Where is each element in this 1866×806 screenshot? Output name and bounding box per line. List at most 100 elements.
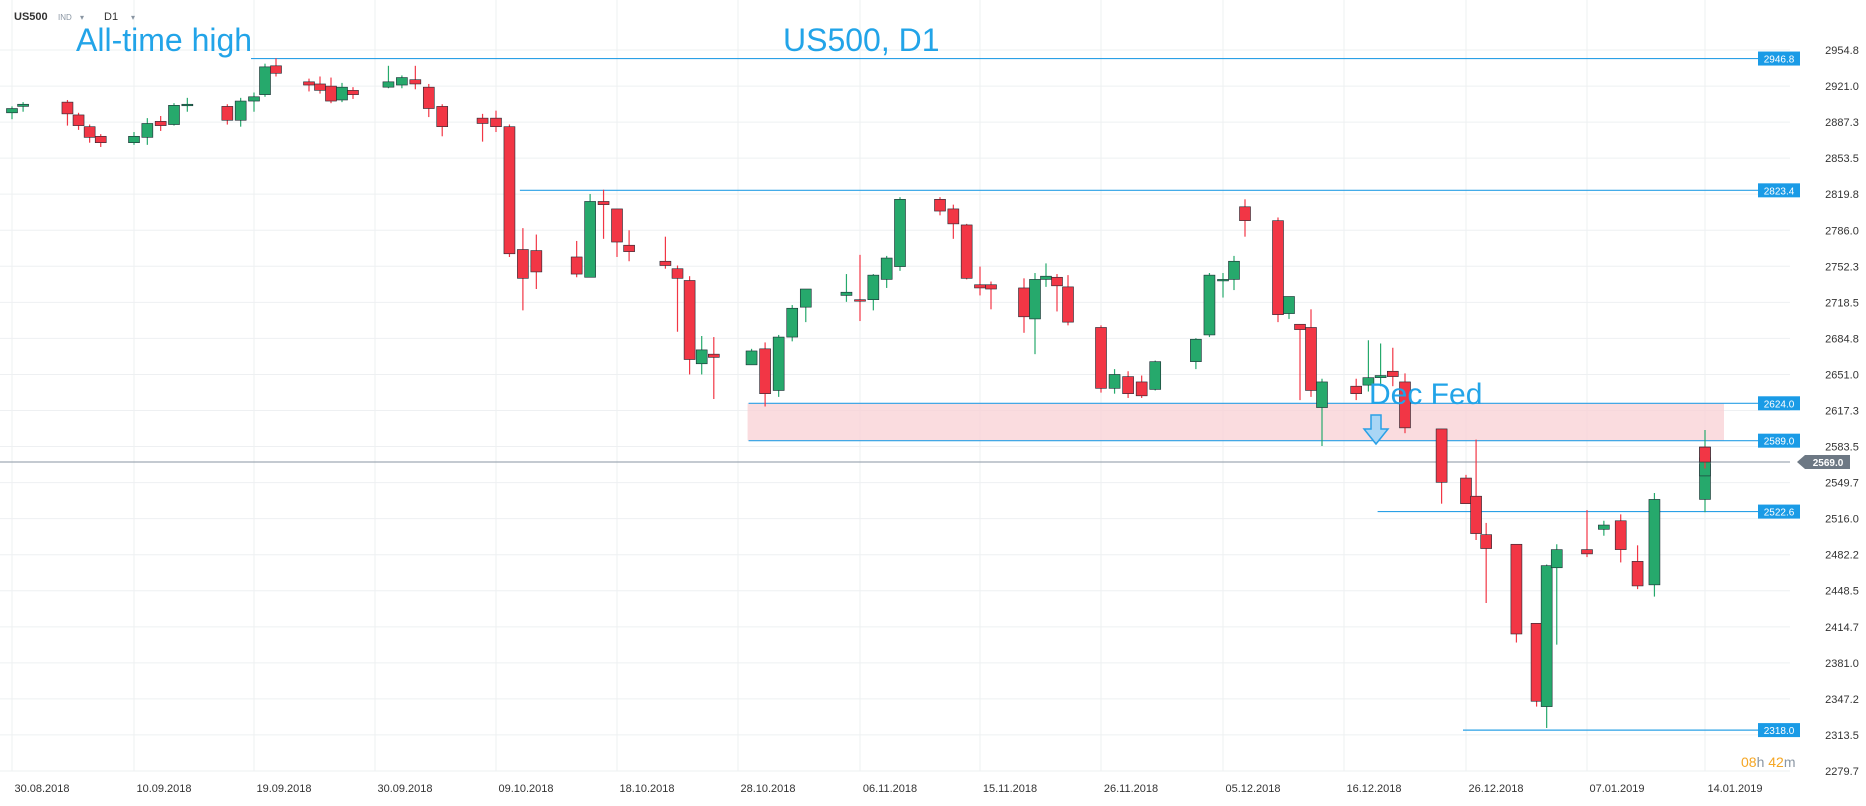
candle[interactable] (1062, 275, 1074, 326)
candle[interactable] (584, 193, 596, 278)
candle[interactable] (659, 236, 672, 269)
candle[interactable] (530, 234, 543, 290)
candle[interactable] (759, 342, 771, 407)
candle[interactable] (422, 83, 435, 118)
candle[interactable] (1294, 323, 1306, 401)
candle[interactable] (1239, 199, 1251, 237)
candle[interactable] (934, 197, 946, 216)
candle[interactable] (597, 189, 610, 239)
candle[interactable] (17, 102, 29, 112)
candle[interactable] (1108, 369, 1121, 394)
candle[interactable] (1470, 439, 1482, 540)
candle[interactable] (985, 281, 997, 310)
candle[interactable] (234, 97, 247, 127)
candle[interactable] (1540, 564, 1553, 728)
candle[interactable] (894, 197, 906, 271)
candle[interactable] (6, 106, 18, 120)
candle[interactable] (854, 254, 866, 322)
candle[interactable] (1095, 325, 1107, 393)
candle[interactable] (154, 116, 167, 131)
candle[interactable] (61, 99, 74, 126)
candles[interactable] (6, 58, 1711, 728)
candle[interactable] (314, 76, 326, 94)
candle[interactable] (476, 113, 489, 142)
candle[interactable] (1614, 514, 1627, 563)
symbol-label[interactable]: US500 (14, 11, 48, 23)
candle[interactable] (623, 230, 635, 262)
candle[interactable] (1510, 543, 1523, 643)
candle[interactable] (72, 112, 85, 130)
candle[interactable] (1135, 375, 1148, 398)
candle[interactable] (382, 65, 395, 89)
candle[interactable] (611, 208, 623, 257)
candle[interactable] (867, 274, 880, 311)
candle[interactable] (1217, 272, 1229, 298)
candle[interactable] (1316, 378, 1328, 447)
candle[interactable] (141, 118, 154, 145)
candle[interactable] (1283, 296, 1295, 319)
candle[interactable] (436, 104, 449, 137)
candle[interactable] (1122, 371, 1134, 398)
candle[interactable] (1530, 622, 1543, 707)
candle[interactable] (1203, 272, 1216, 338)
candle[interactable] (772, 334, 785, 397)
timeframe-label[interactable]: D1 (104, 11, 118, 23)
candle[interactable] (947, 204, 960, 239)
horizontal-levels[interactable]: 2946.8 2823.4 2624.0 2589.0 2522.6 2318.0 (251, 51, 1800, 738)
candle[interactable] (1387, 347, 1399, 387)
candle[interactable] (683, 276, 696, 375)
candle[interactable] (695, 336, 708, 375)
candle[interactable] (745, 348, 758, 366)
candle[interactable] (1190, 338, 1202, 370)
candle[interactable] (128, 132, 140, 145)
candle[interactable] (786, 305, 799, 342)
candle[interactable] (1480, 522, 1492, 604)
candle[interactable] (1435, 428, 1448, 504)
candle[interactable] (1550, 544, 1563, 645)
candle[interactable] (1598, 520, 1610, 536)
candle[interactable] (570, 240, 583, 278)
candle[interactable] (94, 134, 107, 147)
candle[interactable] (396, 75, 408, 89)
candle[interactable] (517, 228, 529, 311)
candle[interactable] (960, 223, 973, 280)
candle[interactable] (1228, 255, 1240, 291)
candle[interactable] (1648, 493, 1661, 597)
candle[interactable] (270, 58, 282, 77)
candle[interactable] (303, 78, 315, 92)
candle[interactable] (503, 124, 516, 257)
candle[interactable] (347, 87, 359, 99)
candle[interactable] (1374, 343, 1387, 387)
candle[interactable] (1460, 474, 1472, 504)
candle[interactable] (1040, 263, 1052, 287)
candle[interactable] (325, 77, 337, 104)
candle[interactable] (1018, 278, 1030, 333)
chevron-down-icon[interactable]: ▾ (80, 13, 84, 22)
candle[interactable] (259, 63, 271, 97)
candle[interactable] (248, 92, 260, 112)
candle[interactable] (840, 274, 853, 302)
candle[interactable] (1399, 373, 1411, 434)
candle[interactable] (1631, 545, 1644, 590)
candle[interactable] (409, 65, 422, 90)
candle[interactable] (1305, 309, 1317, 397)
candle[interactable] (1272, 217, 1284, 323)
candle[interactable] (1699, 446, 1711, 469)
candle[interactable] (181, 97, 194, 112)
candle[interactable] (1051, 274, 1063, 312)
candle[interactable] (707, 337, 720, 400)
candle[interactable] (880, 255, 893, 288)
candle[interactable] (168, 103, 180, 126)
candle[interactable] (671, 265, 684, 332)
candle[interactable] (1029, 272, 1041, 355)
candle[interactable] (974, 266, 986, 296)
candle[interactable] (83, 124, 96, 143)
chevron-down-icon[interactable]: ▾ (131, 13, 135, 22)
candle[interactable] (799, 288, 812, 323)
candle[interactable] (1350, 378, 1362, 401)
candle[interactable] (1149, 360, 1162, 391)
candle[interactable] (1362, 340, 1375, 392)
candle[interactable] (1581, 510, 1593, 558)
